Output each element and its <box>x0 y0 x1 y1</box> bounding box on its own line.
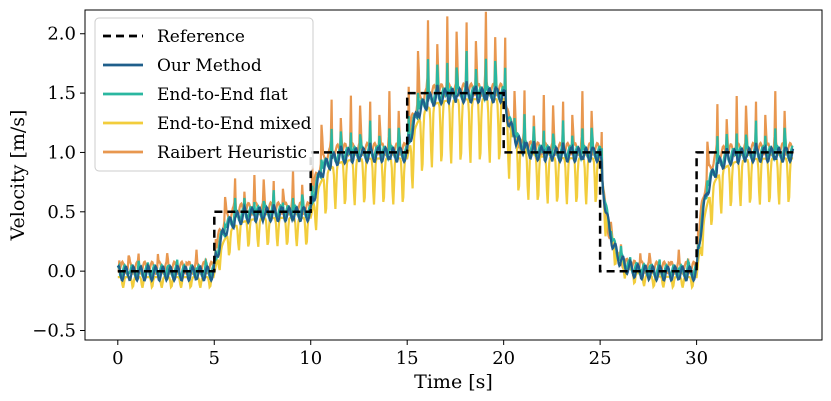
plot-frame <box>84 9 823 341</box>
y-tick-label: 2.0 <box>47 24 76 45</box>
legend-entry: Raibert Heuristic <box>157 143 307 163</box>
x-tick-label: 0 <box>112 348 123 369</box>
y-tick-label: 1.5 <box>47 83 76 104</box>
legend-box <box>94 17 314 172</box>
y-axis-label: Velocity [m/s] <box>7 110 29 242</box>
x-tick-label: 10 <box>299 348 322 369</box>
legend-entry: Reference <box>157 27 245 47</box>
series-lines <box>116 11 795 291</box>
x-tick-label: 15 <box>396 348 419 369</box>
y-tick-label: −0.5 <box>32 321 76 342</box>
y-tick-label: 0.5 <box>47 202 76 223</box>
series-line-1 <box>116 81 795 283</box>
y-tick-label: 0.0 <box>47 261 76 282</box>
x-tick-label: 20 <box>492 348 515 369</box>
axis-ticks: 0 5 10 15 20 25 30 −0.5 0.0 0.5 1.0 1.5 2.0 <box>32 24 708 369</box>
legend-entry: Our Method <box>157 56 262 76</box>
x-axis-label: Time [s] <box>414 371 493 393</box>
x-tick-label: 5 <box>209 348 220 369</box>
series-line-0 <box>117 91 794 273</box>
legend-entry: End-to-End mixed <box>157 114 312 134</box>
x-tick-label: 30 <box>685 348 708 369</box>
legend-entry: End-to-End flat <box>157 85 288 105</box>
legend: Reference Our Method End-to-End flat End-to… <box>94 17 314 172</box>
x-tick-label: 25 <box>589 348 612 369</box>
y-tick-label: 1.0 <box>47 142 76 163</box>
